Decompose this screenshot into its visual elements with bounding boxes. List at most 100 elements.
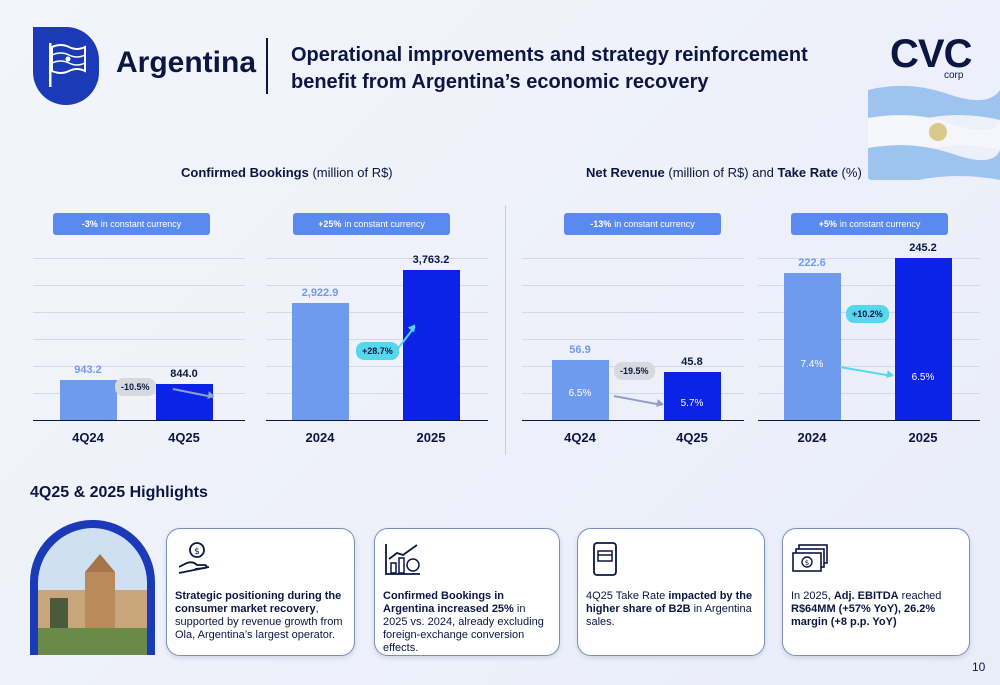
gridline xyxy=(33,312,245,313)
take-rate-title-rest: (%) xyxy=(837,165,862,180)
highlight-bold: Strategic positioning during the consume… xyxy=(175,590,342,615)
page-title: Argentina xyxy=(116,46,257,79)
headline-line-2: benefit from Argentina’s economic recove… xyxy=(291,71,709,93)
change-bubble: -10.5% xyxy=(115,378,156,396)
highlight-text-2: Confirmed Bookings in Argentina increase… xyxy=(383,590,551,655)
gridline xyxy=(522,393,744,394)
highlight-rest: in 2025 vs. 2024, already excluding fore… xyxy=(383,603,544,654)
change-arrow xyxy=(613,395,662,406)
bookings-year-pill: +25% in constant currency xyxy=(293,213,450,235)
bar xyxy=(895,258,952,420)
revenue-quarter-pill: -13% in constant currency xyxy=(564,213,721,235)
company-logo: CVC xyxy=(890,32,972,76)
argentina-flag-image xyxy=(868,85,1000,180)
money-hand-icon: $ xyxy=(178,542,210,574)
x-axis-line xyxy=(522,420,744,421)
gridline xyxy=(522,339,744,340)
bar xyxy=(552,360,609,420)
flag-icon xyxy=(49,43,86,87)
pill-text: in constant currency xyxy=(839,219,921,229)
gridline xyxy=(522,285,744,286)
x-axis-line xyxy=(33,420,245,421)
gridline xyxy=(33,366,245,367)
bar-value-label: 222.6 xyxy=(798,257,826,269)
revenue-title-rest: (million of R$) and xyxy=(664,165,778,180)
bar-value-label: 245.2 xyxy=(909,242,937,254)
highlight-bold: impacted by the higher share of B2B xyxy=(586,590,753,615)
bar-value-label: 943.2 xyxy=(74,364,102,376)
gridline xyxy=(266,258,488,259)
bookings-quarter-pill: -3% in constant currency xyxy=(53,213,210,235)
change-arrow xyxy=(839,366,892,377)
headline-line-1: Operational improvements and strategy re… xyxy=(291,44,808,66)
highlight-card-3: 4Q25 Take Rate impacted by the higher sh… xyxy=(577,528,765,656)
highlight-bold-2: R$64MM (+57% YoY), 26.2% margin (+8 p.p.… xyxy=(791,603,936,628)
card-phone-icon xyxy=(593,542,617,576)
cash-icon: $ xyxy=(792,544,828,572)
bookings-title-rest: (million of R$) xyxy=(308,165,393,180)
change-bubble: +10.2% xyxy=(846,305,889,323)
highlight-mid: reached xyxy=(898,590,942,602)
gridline xyxy=(266,366,488,367)
gridline xyxy=(266,393,488,394)
gridline xyxy=(522,258,744,259)
highlight-rest: , supported by revenue growth from Ola, … xyxy=(175,603,343,641)
category-label: 2024 xyxy=(305,430,335,445)
bar xyxy=(292,303,349,420)
x-axis-line xyxy=(266,420,488,421)
change-arrow-head xyxy=(207,391,216,401)
gridline xyxy=(33,339,245,340)
svg-text:$: $ xyxy=(194,547,200,557)
title-divider xyxy=(266,38,268,94)
pill-bold: -3% xyxy=(81,219,98,229)
highlight-pre: In 2025, xyxy=(791,590,834,602)
change-bubble: +28.7% xyxy=(356,342,399,360)
bar-value-label: 45.8 xyxy=(681,356,703,368)
category-label: 2024 xyxy=(797,430,827,445)
city-photo xyxy=(30,520,155,655)
highlight-text-4: In 2025, Adj. EBITDA reached R$64MM (+57… xyxy=(791,590,961,629)
category-label: 4Q24 xyxy=(564,430,596,445)
bar-value-label: 844.0 xyxy=(170,368,198,380)
chart-divider xyxy=(505,205,506,455)
category-label: 4Q25 xyxy=(676,430,708,445)
highlight-card-4: $ In 2025, Adj. EBITDA reached R$64MM (+… xyxy=(782,528,970,656)
gridline xyxy=(266,339,488,340)
growth-chart-icon xyxy=(385,544,420,575)
revenue-title-bold: Net Revenue xyxy=(586,165,665,180)
change-arrow-head xyxy=(886,370,895,380)
gridline xyxy=(758,258,980,259)
highlight-card-2: Confirmed Bookings in Argentina increase… xyxy=(374,528,560,656)
pill-text: in constant currency xyxy=(344,219,425,229)
headline: Operational improvements and strategy re… xyxy=(291,42,831,96)
bookings-title-bold: Confirmed Bookings xyxy=(181,165,309,180)
gridline xyxy=(758,285,980,286)
revenue-title: Net Revenue (million of R$) and Take Rat… xyxy=(586,165,862,180)
bar-value-label: 56.9 xyxy=(569,344,591,356)
pill-bold: +25% xyxy=(318,219,342,229)
category-label: 4Q25 xyxy=(168,430,200,445)
gridline xyxy=(266,312,488,313)
page-number: 10 xyxy=(972,660,986,674)
flag-badge xyxy=(33,27,99,105)
gridline xyxy=(33,258,245,259)
take-rate-label: 5.7% xyxy=(680,398,704,409)
pill-text: in constant currency xyxy=(614,219,695,229)
gridline xyxy=(758,339,980,340)
take-rate-label: 7.4% xyxy=(800,359,824,370)
bar xyxy=(403,270,460,420)
gridline xyxy=(33,285,245,286)
gridline xyxy=(758,366,980,367)
gridline xyxy=(522,312,744,313)
company-logo-sub: corp xyxy=(944,70,964,81)
highlight-card-1: $ Strategic positioning during the consu… xyxy=(166,528,355,656)
highlight-bold: Adj. EBITDA xyxy=(833,590,899,602)
bar xyxy=(664,372,721,420)
take-rate-label: 6.5% xyxy=(911,372,935,383)
category-label: 2025 xyxy=(416,430,446,445)
bar xyxy=(60,380,117,420)
pill-bold: -13% xyxy=(590,219,612,229)
gridline xyxy=(266,285,488,286)
highlight-pre: 4Q25 Take Rate xyxy=(586,590,669,602)
x-axis-line xyxy=(758,420,980,421)
